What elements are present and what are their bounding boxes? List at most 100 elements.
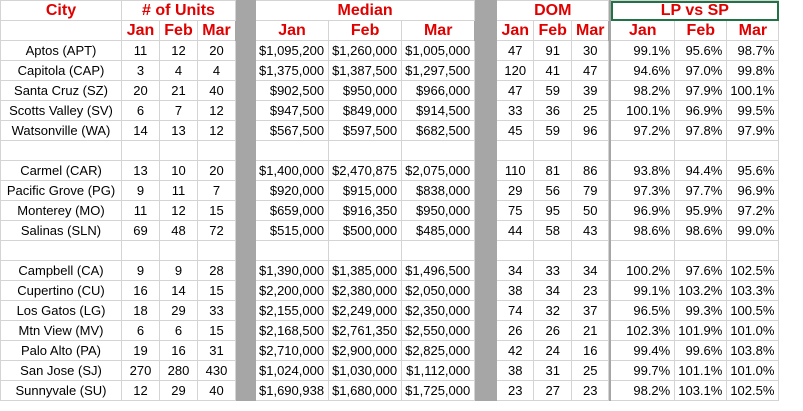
lpsp-cell[interactable]: 96.9% [674, 100, 728, 121]
city-cell[interactable]: Pacific Grove (PG) [0, 180, 122, 201]
median-cell[interactable]: $597,500 [328, 120, 403, 141]
empty-cell[interactable] [610, 240, 676, 261]
units-cell[interactable]: 69 [121, 220, 160, 241]
empty-cell[interactable] [401, 140, 476, 161]
lpsp-cell[interactable]: 97.9% [726, 120, 780, 141]
median-cell[interactable]: $2,168,500 [254, 320, 330, 341]
median-cell[interactable]: $2,710,000 [254, 340, 330, 361]
dom-cell[interactable]: 59 [533, 120, 573, 141]
median-cell[interactable]: $2,380,000 [328, 280, 403, 301]
lpsp-cell[interactable]: 97.9% [674, 80, 728, 101]
lpsp-cell[interactable]: 96.9% [610, 200, 676, 221]
units-cell[interactable]: 48 [159, 220, 198, 241]
empty-cell[interactable] [159, 240, 198, 261]
month-header[interactable]: Mar [726, 20, 780, 41]
median-cell[interactable]: $1,390,000 [254, 260, 330, 281]
dom-cell[interactable]: 74 [496, 300, 535, 321]
median-cell[interactable]: $849,000 [328, 100, 403, 121]
header-median[interactable]: Median [254, 0, 476, 21]
units-cell[interactable]: 6 [159, 320, 198, 341]
lpsp-cell[interactable]: 95.6% [726, 160, 780, 181]
empty-cell[interactable] [726, 140, 780, 161]
units-cell[interactable]: 9 [121, 260, 160, 281]
median-cell[interactable]: $500,000 [328, 220, 403, 241]
units-cell[interactable]: 12 [159, 40, 198, 61]
units-cell[interactable]: 20 [197, 160, 236, 181]
median-cell[interactable]: $2,075,000 [401, 160, 476, 181]
lpsp-cell[interactable]: 97.0% [674, 60, 728, 81]
dom-cell[interactable]: 81 [533, 160, 573, 181]
units-cell[interactable]: 19 [121, 340, 160, 361]
empty-cell[interactable] [571, 140, 610, 161]
dom-cell[interactable]: 56 [533, 180, 573, 201]
lpsp-cell[interactable]: 102.5% [726, 260, 780, 281]
month-header[interactable]: Jan [254, 20, 330, 41]
median-cell[interactable]: $1,387,500 [328, 60, 403, 81]
header-lp-vs-sp[interactable]: LP vs SP [610, 0, 780, 21]
month-header[interactable]: Feb [674, 20, 728, 41]
lpsp-cell[interactable]: 97.3% [610, 180, 676, 201]
lpsp-cell[interactable]: 103.3% [726, 280, 780, 301]
median-cell[interactable]: $1,030,000 [328, 360, 403, 381]
empty-cell[interactable] [121, 240, 160, 261]
dom-cell[interactable]: 34 [533, 280, 573, 301]
dom-cell[interactable]: 50 [571, 200, 610, 221]
lpsp-cell[interactable]: 99.4% [610, 340, 676, 361]
dom-cell[interactable]: 47 [496, 80, 535, 101]
units-cell[interactable]: 21 [159, 80, 198, 101]
median-cell[interactable]: $1,725,000 [401, 380, 476, 401]
dom-cell[interactable]: 47 [571, 60, 610, 81]
units-cell[interactable]: 13 [159, 120, 198, 141]
lpsp-cell[interactable]: 96.5% [610, 300, 676, 321]
dom-cell[interactable]: 79 [571, 180, 610, 201]
dom-cell[interactable]: 44 [496, 220, 535, 241]
empty-cell[interactable] [496, 140, 535, 161]
dom-cell[interactable]: 23 [571, 280, 610, 301]
month-header[interactable]: Feb [328, 20, 403, 41]
dom-cell[interactable]: 43 [571, 220, 610, 241]
lpsp-cell[interactable]: 94.4% [674, 160, 728, 181]
units-cell[interactable]: 20 [197, 40, 236, 61]
lpsp-cell[interactable]: 100.1% [726, 80, 780, 101]
lpsp-cell[interactable]: 99.7% [610, 360, 676, 381]
median-cell[interactable]: $2,155,000 [254, 300, 330, 321]
month-header[interactable]: Mar [401, 20, 476, 41]
dom-cell[interactable]: 86 [571, 160, 610, 181]
lpsp-cell[interactable]: 99.5% [726, 100, 780, 121]
empty-cell[interactable] [533, 140, 573, 161]
header-dom[interactable]: DOM [496, 0, 610, 21]
units-cell[interactable]: 15 [197, 320, 236, 341]
median-cell[interactable]: $659,000 [254, 200, 330, 221]
units-cell[interactable]: 12 [197, 120, 236, 141]
median-cell[interactable]: $950,000 [401, 200, 476, 221]
median-cell[interactable]: $1,260,000 [328, 40, 403, 61]
empty-cell[interactable] [0, 140, 122, 161]
units-cell[interactable]: 15 [197, 280, 236, 301]
month-header[interactable]: Jan [496, 20, 535, 41]
units-cell[interactable]: 7 [197, 180, 236, 201]
dom-cell[interactable]: 39 [571, 80, 610, 101]
units-cell[interactable]: 29 [159, 300, 198, 321]
units-cell[interactable]: 40 [197, 380, 236, 401]
units-cell[interactable]: 16 [159, 340, 198, 361]
dom-cell[interactable]: 75 [496, 200, 535, 221]
median-cell[interactable]: $1,024,000 [254, 360, 330, 381]
lpsp-cell[interactable]: 100.1% [610, 100, 676, 121]
city-cell[interactable]: Capitola (CAP) [0, 60, 122, 81]
lpsp-cell[interactable]: 101.9% [674, 320, 728, 341]
median-cell[interactable]: $838,000 [401, 180, 476, 201]
median-cell[interactable]: $485,000 [401, 220, 476, 241]
dom-cell[interactable]: 34 [496, 260, 535, 281]
dom-cell[interactable]: 47 [496, 40, 535, 61]
median-cell[interactable]: $515,000 [254, 220, 330, 241]
empty-cell[interactable] [121, 140, 160, 161]
city-cell[interactable]: Aptos (APT) [0, 40, 122, 61]
empty-cell[interactable] [571, 240, 610, 261]
lpsp-cell[interactable]: 98.6% [610, 220, 676, 241]
lpsp-cell[interactable]: 101.1% [674, 360, 728, 381]
median-cell[interactable]: $1,375,000 [254, 60, 330, 81]
empty-cell[interactable] [328, 140, 403, 161]
city-cell[interactable]: Campbell (CA) [0, 260, 122, 281]
city-cell[interactable]: Santa Cruz (SZ) [0, 80, 122, 101]
units-cell[interactable]: 6 [121, 320, 160, 341]
